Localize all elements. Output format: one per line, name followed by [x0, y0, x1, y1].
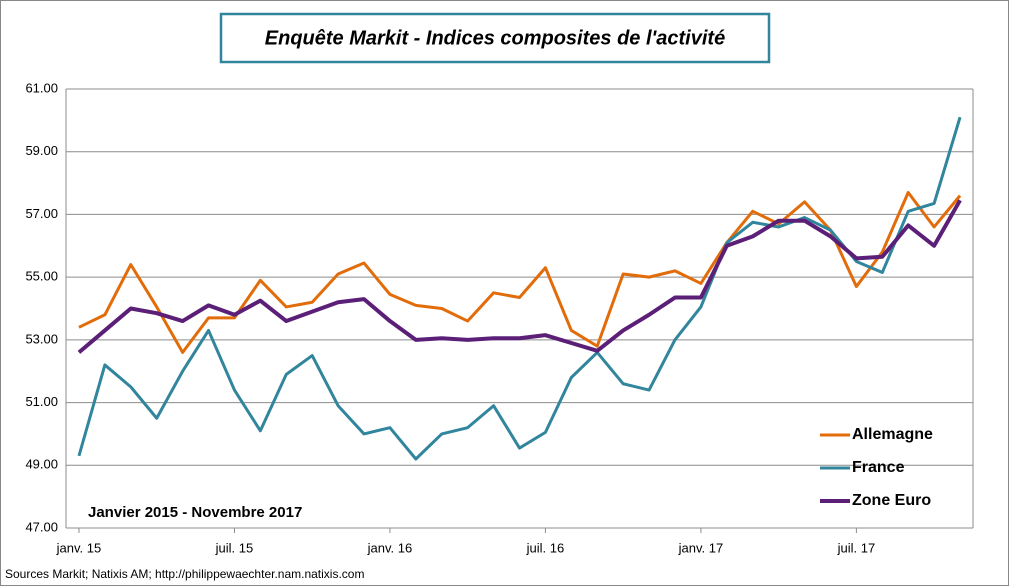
line-series	[77, 199, 962, 354]
legend-label: France	[852, 459, 905, 476]
chart-title: Enquête Markit - Indices composites de l…	[265, 27, 725, 49]
y-tick-label: 49.00	[25, 457, 58, 472]
x-tick-label: juil. 17	[837, 540, 876, 555]
x-tick-label: juil. 15	[215, 540, 254, 555]
line-series	[77, 116, 962, 461]
annotation: Janvier 2015 - Novembre 2017	[88, 504, 302, 521]
line-series	[78, 190, 962, 354]
y-tick-label: 55.00	[25, 269, 58, 284]
y-tick-label: 57.00	[25, 206, 58, 221]
source: Sources Markit; Natixis AM; http://phili…	[5, 567, 364, 581]
y-tick-label: 59.00	[25, 143, 58, 158]
title-box	[219, 12, 771, 64]
x-tick-label: janv. 15	[56, 540, 102, 555]
legend-label: Zone Euro	[852, 492, 931, 509]
x-tick-label: juil. 16	[526, 540, 565, 555]
y-tick-label: 51.00	[25, 394, 58, 409]
y-tick-label: 61.00	[25, 80, 58, 95]
legend-label: Allemagne	[852, 426, 933, 443]
x-tick-label: janv. 16	[367, 540, 413, 555]
x-tick-label: janv. 17	[678, 540, 724, 555]
y-tick-label: 53.00	[25, 331, 58, 346]
y-tick-label: 47.00	[25, 519, 58, 534]
